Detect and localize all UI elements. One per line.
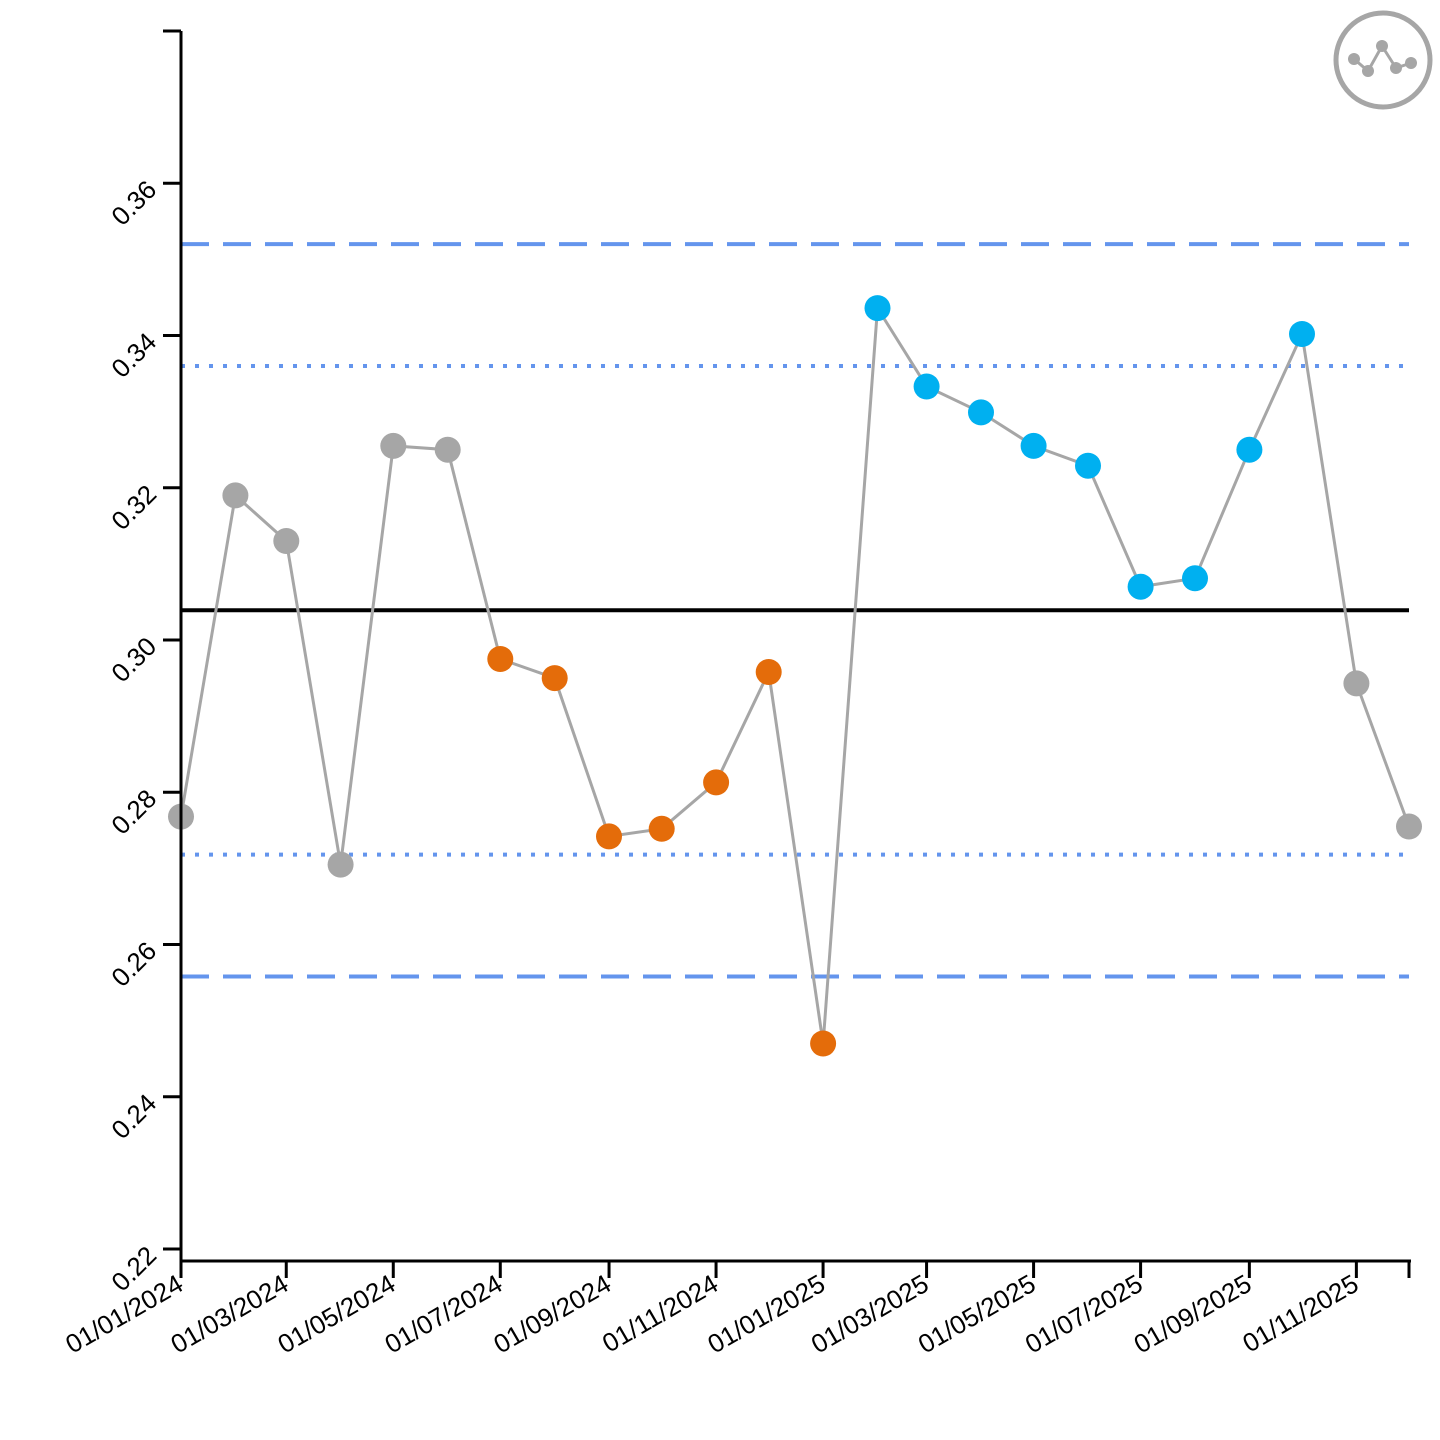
data-point-low bbox=[596, 823, 622, 850]
spc-variation-icon bbox=[1333, 10, 1433, 110]
y-tick-label: 0.34 bbox=[105, 327, 162, 384]
y-tick-label: 0.28 bbox=[105, 783, 162, 840]
x-tick-label: 01/07/2025 bbox=[1020, 1268, 1148, 1359]
data-point-high bbox=[1182, 565, 1208, 592]
x-tick-label: 01/01/2025 bbox=[702, 1268, 830, 1359]
data-point-low bbox=[541, 665, 568, 692]
data-point-high bbox=[1236, 436, 1263, 463]
data-point-low bbox=[755, 659, 782, 685]
data-point-high bbox=[913, 373, 940, 400]
y-tick-label: 0.24 bbox=[105, 1088, 162, 1145]
data-point-common bbox=[380, 432, 407, 459]
x-tick-label: 01/07/2024 bbox=[380, 1268, 508, 1359]
data-point-high bbox=[864, 295, 891, 322]
data-point-high bbox=[1020, 432, 1047, 459]
data-points bbox=[168, 295, 1422, 1057]
data-point-low bbox=[487, 646, 514, 672]
data-point-high bbox=[1127, 573, 1154, 600]
series-line bbox=[179, 303, 1411, 1044]
data-point-high bbox=[968, 399, 994, 426]
data-point-high bbox=[1289, 321, 1315, 347]
data-point-common bbox=[1396, 813, 1422, 840]
reference-lines bbox=[181, 242, 1409, 979]
series-line-group bbox=[179, 303, 1411, 1044]
x-tick-label: 01/09/2024 bbox=[488, 1268, 616, 1359]
data-point-common bbox=[222, 482, 249, 509]
x-tick-label: 01/11/2024 bbox=[597, 1268, 723, 1358]
data-point-high bbox=[1075, 452, 1101, 479]
data-point-common bbox=[273, 528, 300, 554]
x-tick-label: 01/05/2025 bbox=[913, 1268, 1041, 1359]
y-tick-label: 0.30 bbox=[105, 631, 162, 688]
x-tick-label: 01/05/2024 bbox=[273, 1268, 401, 1359]
x-tick-label: 01/11/2025 bbox=[1237, 1268, 1363, 1358]
data-point-low bbox=[703, 769, 730, 796]
y-tick-label: 0.32 bbox=[105, 479, 162, 536]
x-tick-label: 01/09/2025 bbox=[1129, 1268, 1257, 1359]
axes: 0.220.240.260.280.300.320.340.3601/01/20… bbox=[60, 29, 1411, 1359]
data-point-common bbox=[327, 851, 354, 878]
data-point-low bbox=[810, 1030, 837, 1057]
x-tick-label: 01/03/2024 bbox=[166, 1268, 294, 1359]
data-point-common bbox=[1343, 670, 1370, 697]
y-tick-label: 0.26 bbox=[105, 936, 162, 993]
y-tick-label: 0.36 bbox=[105, 174, 162, 231]
data-point-common bbox=[434, 436, 461, 463]
x-tick-label: 01/03/2025 bbox=[806, 1268, 934, 1359]
data-point-low bbox=[648, 815, 675, 842]
